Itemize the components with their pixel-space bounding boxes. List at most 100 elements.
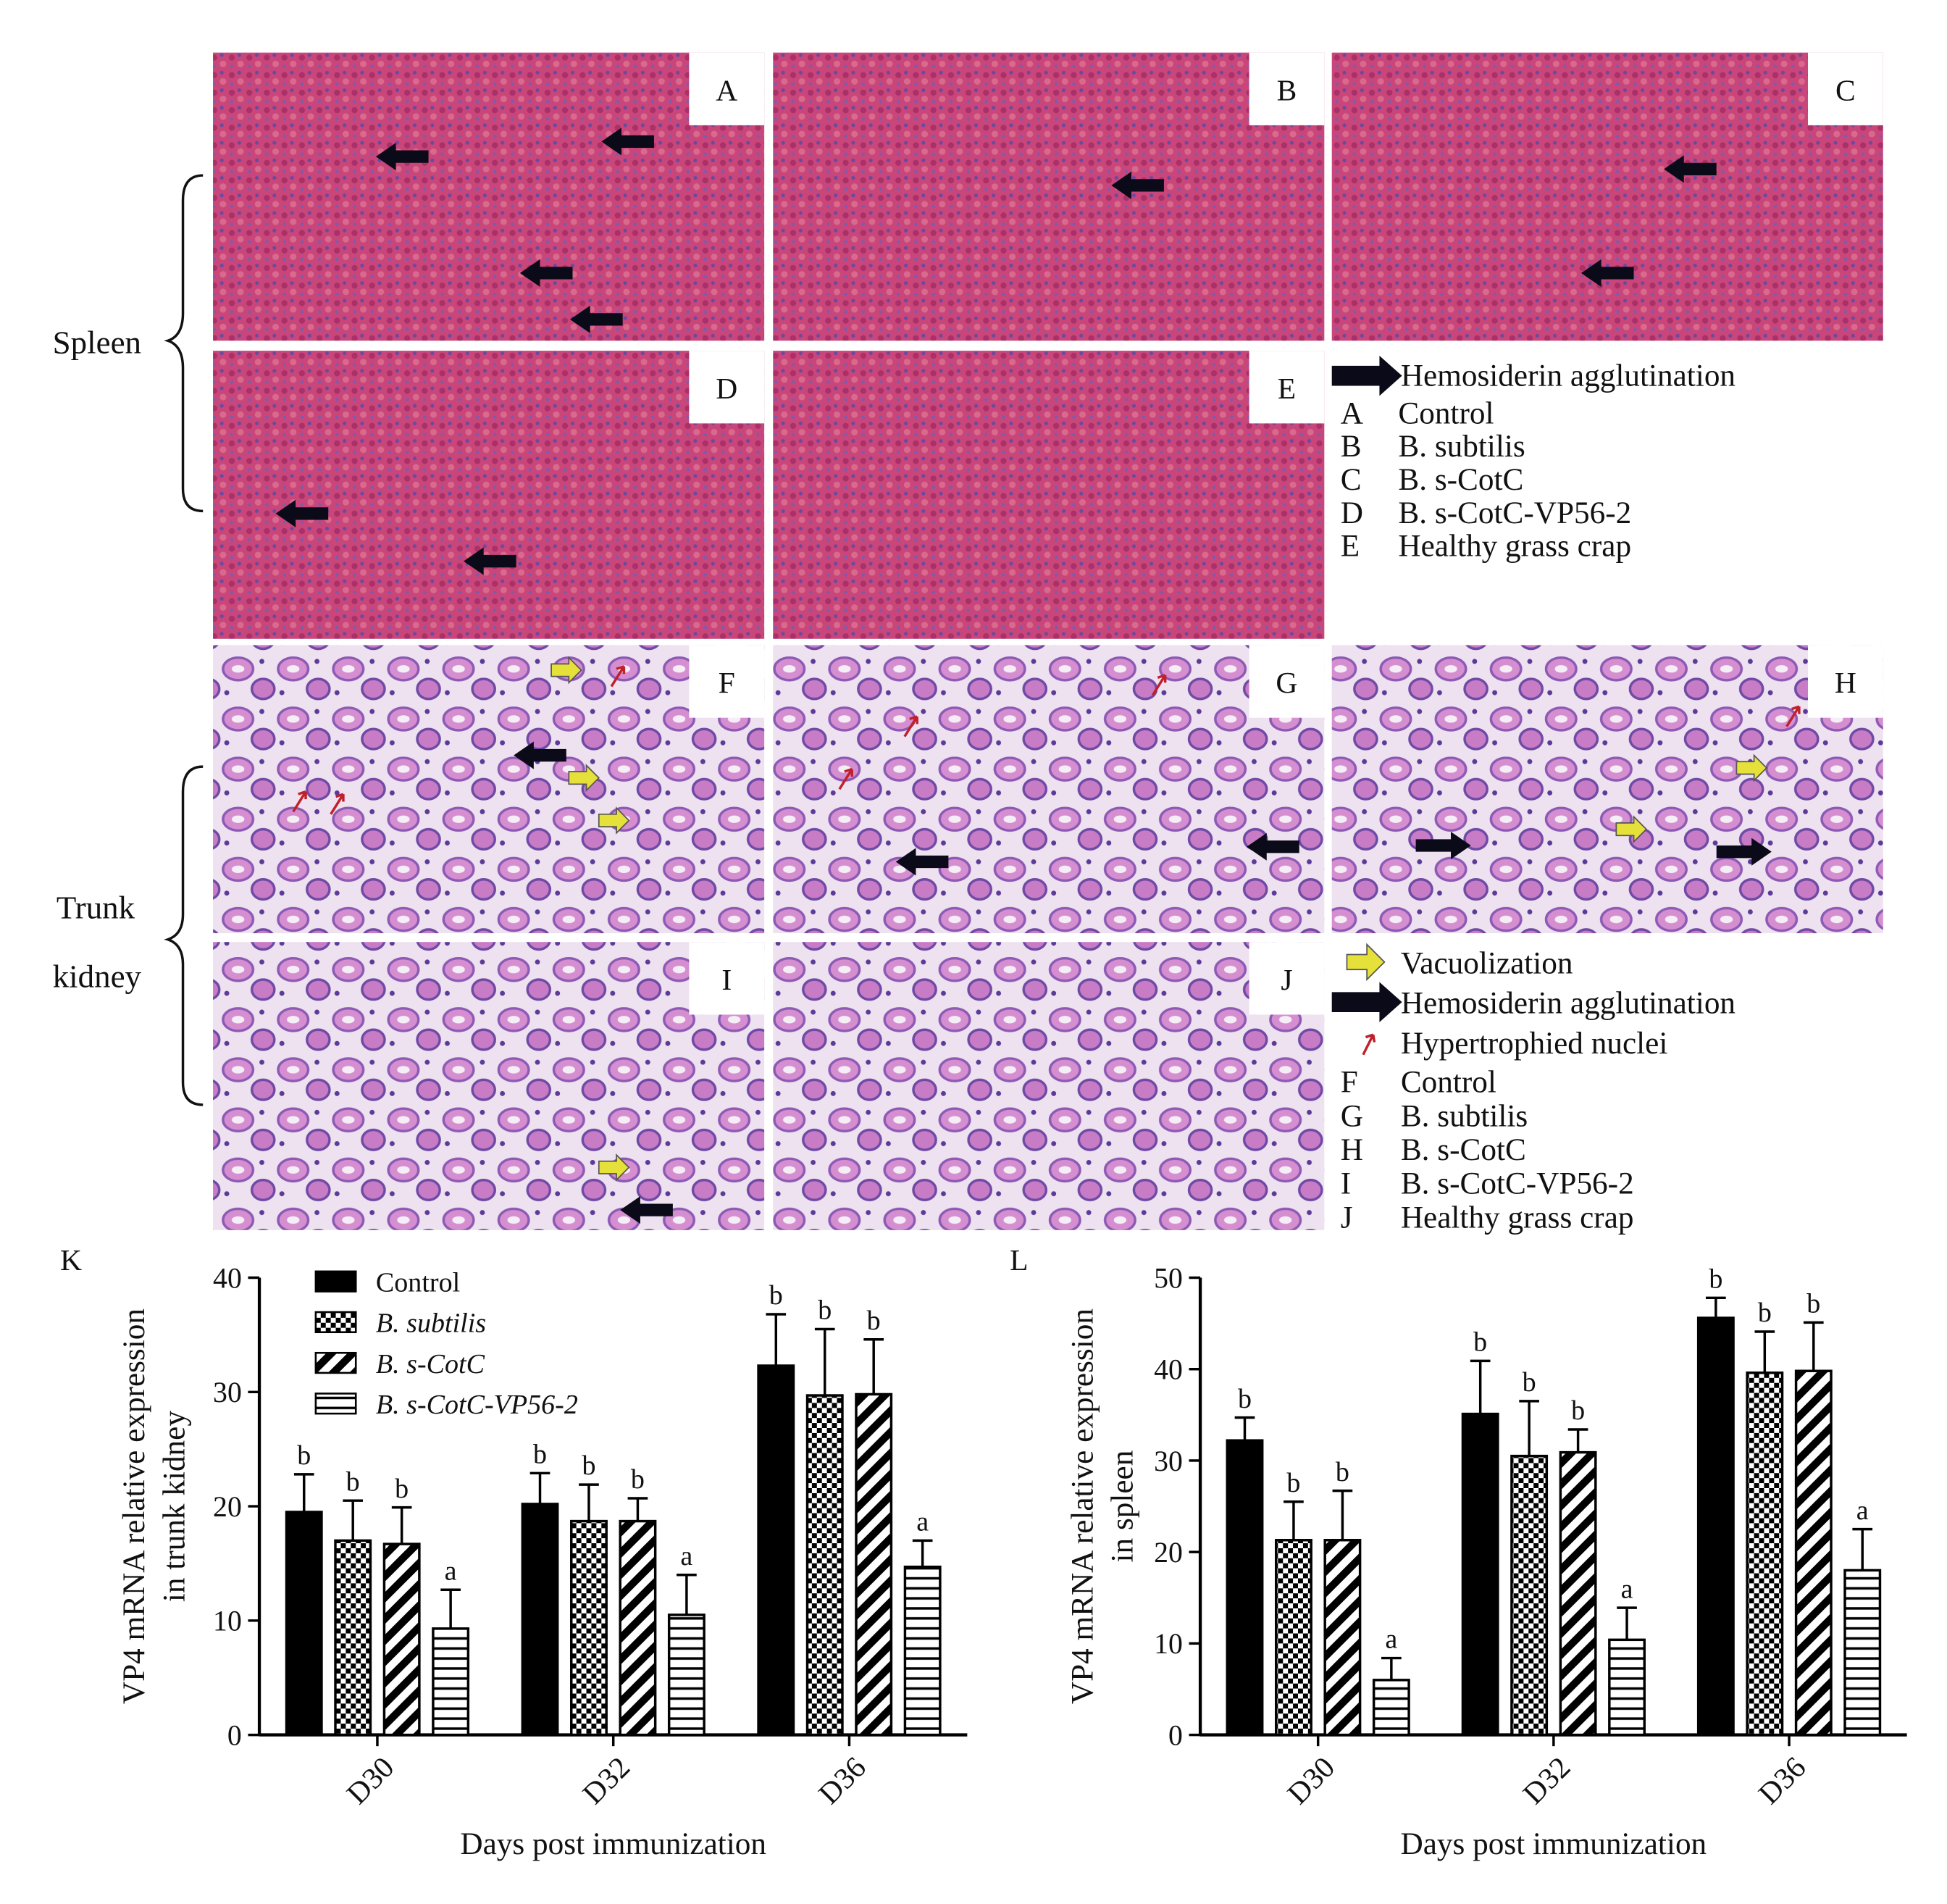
key-label: Hemosiderin agglutination [1401,359,1735,393]
hemosiderin-arrow [1415,832,1471,860]
key-letter: G [1341,1098,1363,1133]
nuclei-arrow [1785,705,1801,727]
panel-label-box [1249,645,1325,718]
vacuolization-arrow [598,806,630,835]
error-bar [579,1483,599,1521]
error-bar [1754,1330,1775,1373]
significance-letter: b [769,1280,783,1311]
legend-swatch [314,1270,357,1293]
panel-label: G [1276,666,1297,699]
histology-image [213,942,765,1230]
key-label: B. subtilis [1401,1098,1528,1133]
error-bar [391,1506,412,1545]
hemosiderin-arrow [1716,838,1772,866]
key-label: Healthy grass crap [1401,1200,1634,1235]
tissue-label: Spleen [53,325,141,361]
error-bar [1852,1527,1873,1571]
panel-label-box [1808,52,1883,125]
panel-label: H [1835,666,1856,699]
significance-letter: b [582,1450,595,1481]
hemosiderin-arrow [1111,171,1164,199]
brace [164,174,204,513]
key-label: B. s-CotC-VP56-2 [1401,1166,1634,1201]
hemosiderin-arrow [519,259,573,287]
hemosiderin-arrow [620,1196,673,1224]
x-axis-title: Days post immunization [1401,1826,1707,1861]
significance-letter: a [680,1541,692,1571]
vacuolization-arrow [568,764,600,793]
nuclei-arrow [330,793,345,815]
panel-label-box [689,52,765,125]
panel-label-box [689,351,765,424]
significance-letter: a [916,1507,929,1537]
significance-letter: b [395,1474,409,1504]
y-tick-label: 10 [213,1606,242,1637]
y-tick-label: 10 [1154,1628,1183,1660]
error-bar [1381,1656,1402,1680]
error-bar [766,1313,787,1366]
panel-label: F [719,666,735,699]
significance-letter: b [818,1295,832,1326]
y-tick-label: 40 [1154,1354,1183,1386]
bar [1746,1371,1784,1737]
histology-image [213,52,765,341]
error-bar [863,1337,884,1395]
significance-letter: b [1336,1457,1349,1487]
key-letter: C [1341,462,1362,497]
y-tick-label: 0 [1168,1719,1183,1751]
y-tick-label: 20 [213,1491,242,1523]
key-label: Hypertrophied nuclei [1401,1026,1668,1061]
significance-letter: a [445,1556,457,1586]
hemosiderin-arrow [514,741,566,769]
legend-label: B. s-CotC [376,1349,485,1379]
error-bar [814,1327,835,1396]
brace [164,765,204,1106]
key-letter: H [1341,1132,1363,1167]
bar [1275,1539,1312,1737]
bar [903,1565,942,1737]
significance-letter: b [1523,1367,1536,1398]
hemosiderin-arrow [275,499,329,527]
key-arrow [1331,356,1402,396]
key-arrow [1346,943,1386,982]
significance-letter: b [1473,1327,1487,1358]
significance-letter: b [1709,1264,1722,1294]
key-arrow [1331,982,1402,1022]
significance-letter: a [1621,1574,1633,1604]
error-bar [1284,1500,1304,1540]
panel-label: D [716,372,737,405]
panel-label-box [689,645,765,718]
bar [1696,1316,1735,1737]
bar [1794,1369,1833,1737]
bar [1226,1439,1264,1737]
error-bar [1706,1296,1726,1319]
hemosiderin-arrow [1580,259,1634,287]
x-tick-label: D36 [1752,1750,1812,1811]
panel-label: C [1835,73,1856,107]
error-bar [1567,1428,1588,1453]
significance-letter: b [631,1464,645,1495]
significance-letter: b [297,1440,311,1471]
significance-letter: b [346,1466,360,1497]
x-tick-label: D32 [1516,1750,1576,1811]
bar [570,1519,608,1737]
y-axis-title: VP4 mRNA relative expression [117,1308,151,1704]
histology-image [213,645,765,934]
significance-letter: a [1385,1624,1397,1655]
key-label: Control [1401,1065,1496,1100]
panel-label: E [1278,372,1296,405]
panel-label-box [1249,52,1325,125]
hemosiderin-arrow [601,128,654,156]
nuclei-arrow [903,715,918,738]
bar [667,1613,705,1737]
histology-image [1331,52,1883,341]
panel-label: J [1281,963,1292,996]
error-bar [627,1497,648,1521]
y-tick-label: 30 [213,1377,242,1408]
key-label: B. s-CotC-VP56-2 [1398,496,1631,530]
hemosiderin-arrow [570,305,623,333]
significance-letter: b [1806,1289,1820,1319]
legend-label: B. s-CotC-VP56-2 [376,1390,578,1420]
x-tick-label: D32 [576,1750,636,1811]
bar [334,1539,372,1737]
